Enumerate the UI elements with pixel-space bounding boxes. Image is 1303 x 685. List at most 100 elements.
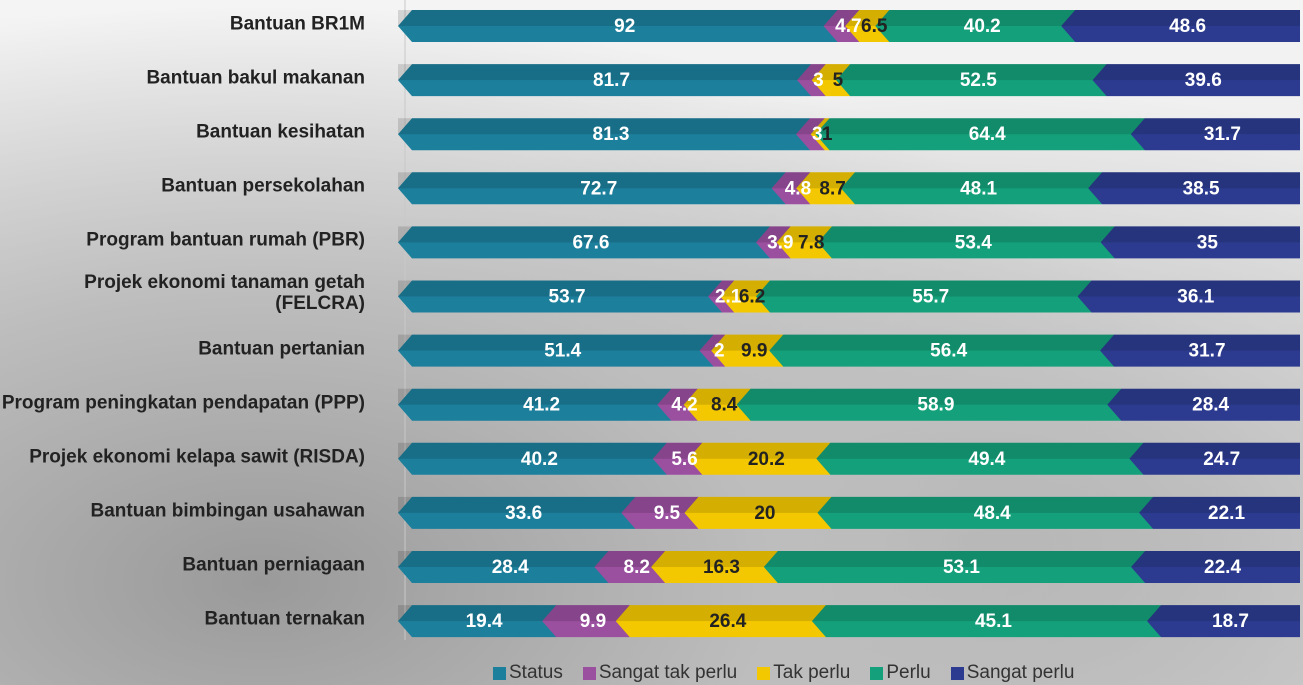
value-label: 9.5 — [654, 503, 681, 524]
value-label: 67.6 — [572, 232, 609, 253]
value-label: 41.2 — [523, 395, 560, 416]
value-label: 16.3 — [703, 557, 740, 578]
value-label: 4.7 — [835, 16, 861, 37]
bar-shade — [398, 605, 1300, 621]
value-label: 48.1 — [960, 178, 997, 199]
value-label: 9.9 — [580, 611, 606, 632]
value-label: 2 — [714, 341, 725, 362]
category-label: Bantuan perniagaan — [0, 554, 365, 575]
value-label: 5.6 — [671, 449, 697, 470]
bar-shade — [398, 118, 1300, 134]
category-label: Bantuan kesihatan — [0, 122, 365, 143]
value-label: 8.2 — [624, 557, 650, 578]
value-label: 5 — [833, 70, 844, 91]
value-label: 38.5 — [1183, 178, 1220, 199]
legend-swatch — [583, 667, 596, 680]
bar-row: 53.7 2.16.2 55.7 36.1 — [398, 281, 1300, 313]
value-label: 8.4 — [711, 395, 738, 416]
bar-row: 41.2 4.2 8.4 58.9 28.4 — [398, 389, 1300, 421]
value-label: 39.6 — [1185, 70, 1222, 91]
legend-item: Perlu — [870, 662, 930, 684]
legend-swatch — [951, 667, 964, 680]
legend-swatch — [493, 667, 506, 680]
bar-shade — [398, 226, 1300, 242]
value-label: 3.9 — [767, 232, 793, 253]
legend-item: Sangat perlu — [951, 662, 1075, 684]
category-label: Projek ekonomi kelapa sawit (RISDA) — [0, 446, 365, 467]
bar-row: 924.76.540.248.6 — [398, 10, 1300, 42]
value-label: 49.4 — [968, 449, 1005, 470]
value-label: 35 — [1197, 232, 1219, 253]
legend-label: Status — [509, 662, 563, 684]
value-label: 9.9 — [741, 341, 767, 362]
page: 924.76.540.248.681.73552.539.681.33164.4… — [0, 0, 1303, 685]
value-label: 2.1 — [715, 287, 742, 308]
bar-row: 33.6 9.5 20 48.4 22.1 — [398, 497, 1300, 529]
value-label: 81.3 — [593, 124, 630, 145]
bar-shade — [398, 64, 1300, 80]
legend-label: Sangat perlu — [967, 662, 1075, 684]
value-label: 52.5 — [960, 70, 997, 91]
value-label: 24.7 — [1203, 449, 1240, 470]
value-label: 4.2 — [671, 395, 697, 416]
value-label: 20 — [754, 503, 775, 524]
value-label: 45.1 — [975, 611, 1012, 632]
value-label: 6.2 — [739, 287, 765, 308]
value-label: 55.7 — [912, 287, 949, 308]
value-label: 31.7 — [1204, 124, 1241, 145]
bar-row: 72.7 4.8 8.7 48.1 38.5 — [398, 172, 1300, 204]
value-label: 20.2 — [748, 449, 785, 470]
value-label: 64.4 — [969, 124, 1006, 145]
value-label: 92 — [614, 16, 635, 37]
category-label: Bantuan ternakan — [0, 608, 365, 629]
bar-shade — [398, 281, 1300, 297]
value-label: 19.4 — [466, 611, 503, 632]
value-label: 81.7 — [593, 70, 630, 91]
legend-label: Perlu — [886, 662, 930, 684]
legend-item: Sangat tak perlu — [583, 662, 737, 684]
value-label: 53.7 — [549, 287, 586, 308]
value-label: 72.7 — [580, 178, 617, 199]
value-label: 33.6 — [505, 503, 542, 524]
category-label: Bantuan pertanian — [0, 338, 365, 359]
category-label: Program peningkatan pendapatan (PPP) — [0, 392, 365, 413]
value-label: 48.4 — [974, 503, 1011, 524]
bar-shade — [398, 172, 1300, 188]
value-label: 48.6 — [1169, 16, 1206, 37]
legend: Status Sangat tak perlu Tak perlu Perlu Sang… — [493, 662, 1074, 684]
value-label: 3 — [813, 70, 824, 91]
category-label: Bantuan bimbingan usahawan — [0, 500, 365, 521]
value-label: 36.1 — [1177, 287, 1214, 308]
value-label: 22.4 — [1204, 557, 1241, 578]
value-label: 56.4 — [930, 341, 967, 362]
legend-label: Sangat tak perlu — [599, 662, 737, 684]
value-label: 8.7 — [819, 178, 845, 199]
legend-swatch — [757, 667, 770, 680]
category-label: Program bantuan rumah (PBR) — [0, 230, 365, 251]
category-label: Bantuan BR1M — [0, 13, 365, 34]
legend-label: Tak perlu — [773, 662, 850, 684]
value-label: 4.8 — [785, 178, 811, 199]
bar-row: 19.4 9.9 26.4 45.1 18.7 — [398, 605, 1300, 637]
legend-swatch — [870, 667, 883, 680]
category-label: Projek ekonomi tanaman getah (FELCRA) — [0, 271, 365, 313]
category-label: Bantuan persekolahan — [0, 176, 365, 197]
value-label: 22.1 — [1208, 503, 1245, 524]
value-label: 51.4 — [544, 341, 581, 362]
value-label: 58.9 — [917, 395, 954, 416]
value-label: 26.4 — [709, 611, 746, 632]
bar-shade — [398, 551, 1300, 567]
value-label: 40.2 — [964, 16, 1001, 37]
bar-shade — [398, 335, 1300, 351]
legend-item: Status — [493, 662, 563, 684]
value-label: 53.1 — [943, 557, 980, 578]
value-label: 1 — [822, 124, 833, 145]
value-label: 28.4 — [1192, 395, 1229, 416]
value-label: 18.7 — [1212, 611, 1249, 632]
category-label: Bantuan bakul makanan — [0, 67, 365, 88]
